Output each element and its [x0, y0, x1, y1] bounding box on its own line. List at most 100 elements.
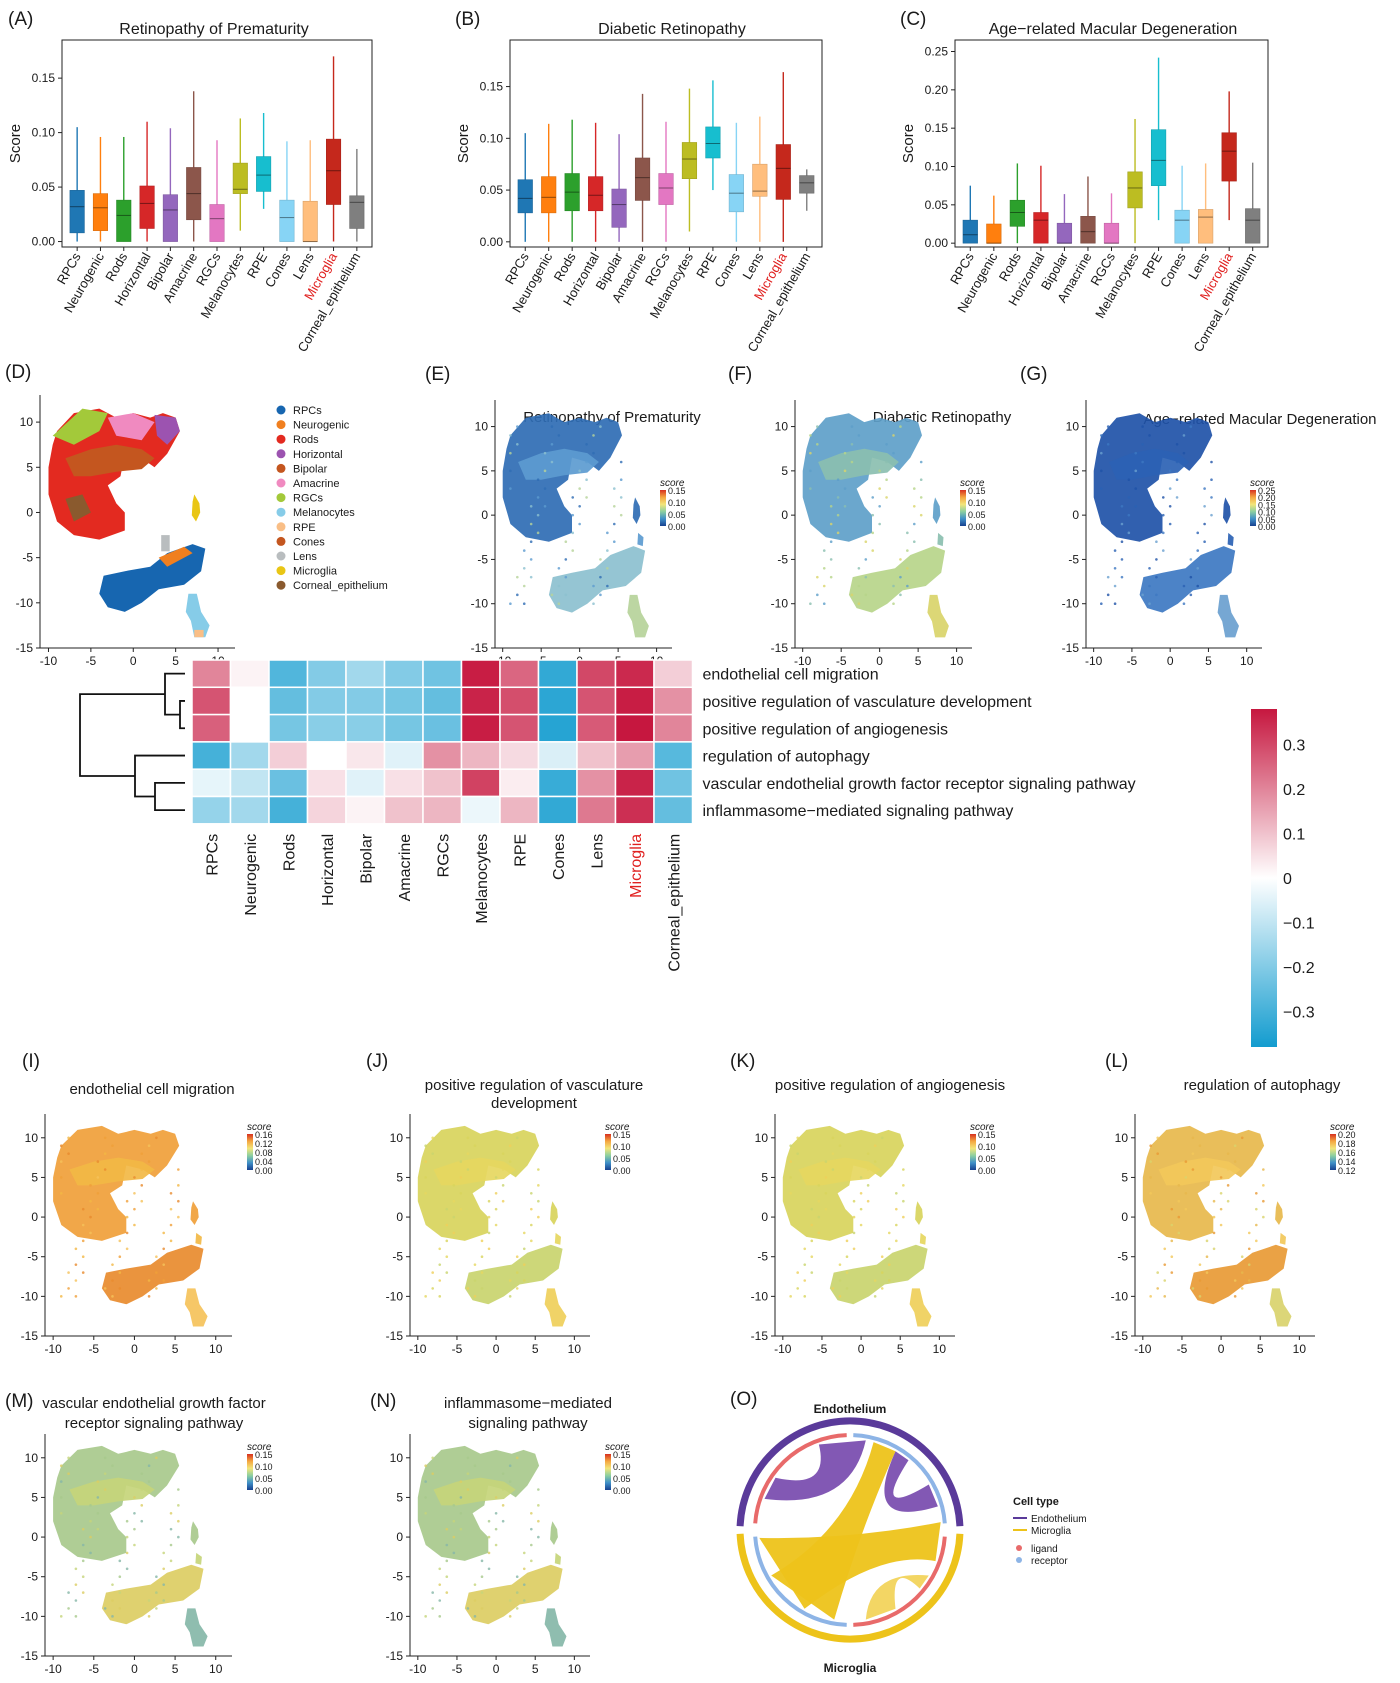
umap-point — [530, 1223, 533, 1227]
umap-point — [859, 1207, 863, 1211]
umap-point — [487, 1231, 491, 1235]
umap-point — [1198, 1144, 1202, 1148]
umap-cells-spot1 — [190, 1201, 199, 1225]
colorbar-title: score — [960, 478, 985, 489]
umap-point — [592, 451, 595, 455]
umap-point — [1182, 584, 1186, 588]
umap-point — [1120, 504, 1124, 508]
heatmap-cell — [499, 795, 540, 825]
umap-point — [59, 1511, 63, 1515]
heatmap-cell — [499, 768, 540, 798]
umap-point — [522, 1599, 526, 1602]
umap-point — [452, 1215, 456, 1219]
umap-point — [859, 1223, 863, 1227]
umap-point — [1168, 504, 1172, 508]
umap-cells-topCluster — [802, 413, 922, 542]
umap-point — [155, 1607, 158, 1610]
heatmap-cell — [383, 741, 424, 770]
umap-point — [494, 1176, 498, 1179]
umap-point — [537, 1535, 540, 1539]
umap-cells-spot2 — [637, 532, 644, 547]
umap-point — [1113, 584, 1117, 588]
umap-point — [885, 460, 888, 464]
umap-point — [103, 1287, 107, 1290]
umap-cells-topCluster — [502, 413, 622, 542]
x-tick-label: 10 — [1293, 1342, 1307, 1356]
umap-point — [1212, 1199, 1216, 1203]
umap-point — [473, 1464, 477, 1468]
umap-point — [133, 1511, 136, 1515]
box-rpcs — [517, 179, 533, 214]
umap-point — [445, 1255, 449, 1259]
heatmap-cell — [576, 768, 617, 798]
umap-point — [816, 442, 819, 446]
box-corneal_epithelium — [1245, 208, 1261, 244]
box-microglia — [1221, 132, 1237, 182]
x-tick-label: 10 — [950, 654, 964, 668]
umap-point — [96, 1511, 100, 1515]
umap-point — [902, 1184, 905, 1187]
umap-point — [494, 1207, 498, 1211]
umap-point — [169, 1543, 173, 1547]
panel-tag: (K) — [730, 1051, 755, 1072]
box-rgcs — [1103, 222, 1120, 244]
heatmap-cell — [614, 795, 655, 825]
box-bipolar — [1056, 222, 1073, 244]
umap-title: vascular endothelial growth factor — [42, 1395, 265, 1412]
umap-point — [438, 1599, 442, 1602]
umap-point — [522, 1247, 526, 1251]
umap-point — [843, 487, 847, 490]
umap-point — [59, 1144, 63, 1148]
umap-point — [845, 1239, 849, 1243]
umap-point — [59, 1295, 63, 1298]
legend-dot — [276, 463, 286, 473]
umap-point — [1175, 478, 1179, 482]
umap-point — [831, 1168, 835, 1171]
umap-point — [537, 1519, 540, 1523]
umap-point — [445, 1271, 449, 1274]
box-neurogenic — [986, 223, 1002, 244]
colorbar-tick-label: 0.25 — [1258, 486, 1276, 496]
umap-point — [1182, 602, 1186, 606]
umap-point — [74, 1599, 78, 1602]
colorbar-tick-label: 0.05 — [978, 1154, 996, 1164]
umap-point — [147, 1464, 151, 1468]
heatmap-cell — [191, 659, 232, 689]
umap-point — [169, 1207, 173, 1211]
umap-point — [895, 1239, 898, 1243]
y-tick-label: -5 — [757, 1250, 768, 1264]
y-tick-label: 5 — [781, 464, 788, 478]
umap-point — [480, 1255, 484, 1259]
umap-point — [1203, 487, 1206, 490]
panel-tag: (N) — [370, 1391, 396, 1412]
umap-cells-bottomBody — [829, 1244, 928, 1305]
panel-tag: (E) — [425, 364, 450, 385]
umap-point — [155, 1456, 158, 1460]
y-tick-label: -5 — [1117, 1250, 1128, 1264]
umap-point — [578, 487, 581, 490]
umap-point — [1210, 478, 1213, 482]
umap-point — [74, 1615, 78, 1618]
umap-point — [509, 487, 512, 490]
umap-point — [487, 1247, 491, 1251]
umap-point — [866, 1168, 870, 1171]
cluster-neurogenic — [158, 546, 193, 567]
umap-point — [487, 1551, 491, 1555]
umap-point — [838, 1279, 842, 1282]
panel-tag: (B) — [455, 9, 480, 30]
umap-point — [140, 1199, 144, 1203]
umap-point — [906, 584, 909, 588]
umap-point — [147, 1144, 151, 1148]
heatmap-cell — [306, 659, 347, 689]
umap-cells-midStrip — [69, 1157, 155, 1186]
box-rpe — [705, 126, 721, 159]
umap-point — [459, 1511, 463, 1515]
box-melanocytes — [232, 162, 248, 194]
heatmap-row-label: inflammasome−mediated signaling pathway — [703, 803, 1014, 820]
umap-point — [1149, 1176, 1152, 1179]
x-tick-label: 5 — [532, 1342, 539, 1356]
umap-point — [480, 1287, 484, 1290]
umap-point — [1184, 1160, 1188, 1163]
umap-point — [1262, 1184, 1265, 1187]
y-tick-label: 10 — [390, 1131, 404, 1145]
